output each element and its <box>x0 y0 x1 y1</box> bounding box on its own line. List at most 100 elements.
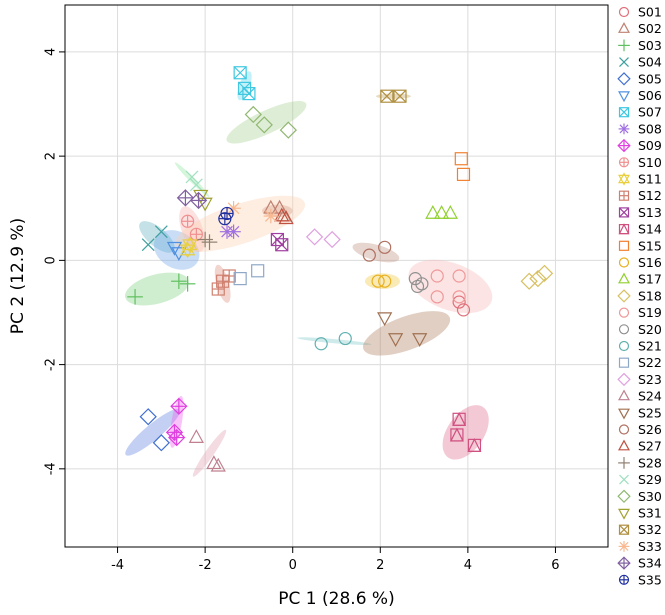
x-tick-label: 0 <box>289 558 297 573</box>
point-s12 <box>211 282 225 296</box>
x-tick-label: 4 <box>464 558 472 573</box>
legend-label: S05 <box>638 71 662 86</box>
legend-label: S18 <box>638 288 662 303</box>
x-axis-title: PC 1 (28.6 %) <box>278 589 394 609</box>
point-s03 <box>171 273 187 290</box>
legend-label: S22 <box>638 355 662 370</box>
legend-marker-s01 <box>618 6 630 18</box>
point-s32 <box>393 89 407 103</box>
legend-marker-s03 <box>618 39 630 52</box>
point-s35 <box>220 206 234 221</box>
point-s34 <box>189 191 208 210</box>
legend-label: S17 <box>638 272 662 287</box>
legend-item: S14 <box>618 222 662 237</box>
legend-marker-s08 <box>618 123 630 135</box>
y-tick-label: -4 <box>44 462 59 475</box>
point-s22 <box>251 264 265 278</box>
legend-label: S26 <box>638 422 662 437</box>
point-s34 <box>176 189 195 207</box>
legend-item: S16 <box>618 255 662 270</box>
legend-marker-s28 <box>618 457 630 469</box>
point-s01 <box>456 303 471 317</box>
point-s17 <box>425 205 441 219</box>
point-s05 <box>152 434 170 452</box>
legend-marker-s26 <box>618 424 630 435</box>
legend-item: S29 <box>619 472 662 487</box>
ellipse-s14 <box>442 405 489 460</box>
point-s04 <box>141 238 155 252</box>
legend-item: S31 <box>618 506 662 521</box>
legend-label: S34 <box>638 556 662 571</box>
legend-item: S05 <box>617 71 662 86</box>
point-s24 <box>210 457 226 472</box>
legend-marker-s21 <box>618 340 630 352</box>
ellipse-s25 <box>362 311 451 356</box>
point-s28 <box>197 231 213 248</box>
point-s22 <box>233 272 247 286</box>
legend-label: S27 <box>638 439 662 454</box>
point-s26 <box>378 240 392 254</box>
ellipse-s33 <box>175 195 306 253</box>
legend-label: S12 <box>638 188 662 203</box>
point-s18 <box>520 272 538 290</box>
point-s14 <box>449 427 464 442</box>
legend-item: S24 <box>618 389 662 404</box>
legend-marker-s02 <box>618 22 630 33</box>
legend-item: S18 <box>617 288 662 303</box>
y-tick-label: 0 <box>44 256 59 264</box>
legend-marker-s05 <box>617 72 631 86</box>
ellipse-s07 <box>237 71 252 101</box>
point-s09 <box>170 397 188 415</box>
legend-marker-s09 <box>617 138 631 153</box>
point-s27 <box>274 207 290 222</box>
y-tick-label: 4 <box>44 48 59 56</box>
legend-item: S32 <box>618 522 662 537</box>
ellipse-s19 <box>408 259 493 314</box>
legend-item: S07 <box>618 105 662 120</box>
legend-item: S12 <box>618 188 662 203</box>
legend-item: S34 <box>617 556 662 571</box>
legend-label: S28 <box>638 455 662 470</box>
legend-item: S33 <box>618 539 662 554</box>
legend-label: S11 <box>638 172 662 187</box>
legend-item: S35 <box>618 572 662 587</box>
point-s28 <box>201 234 218 250</box>
legend-label: S08 <box>638 121 662 136</box>
legend-marker-s33 <box>618 541 630 552</box>
legend-label: S32 <box>638 522 662 537</box>
legend-label: S25 <box>638 405 662 420</box>
x-tick-label: 6 <box>551 558 559 573</box>
legend-item: S27 <box>618 439 662 454</box>
point-s29 <box>189 178 203 192</box>
legend-marker-s35 <box>618 574 630 585</box>
legend-label: S19 <box>638 305 662 320</box>
point-s29 <box>185 170 199 184</box>
point-s30 <box>279 121 297 139</box>
legend-item: S02 <box>618 21 662 36</box>
point-s13 <box>275 238 289 252</box>
legend-item: S06 <box>618 88 662 103</box>
point-s19 <box>430 269 444 283</box>
legend-item: S30 <box>617 489 662 504</box>
point-s25 <box>388 333 404 347</box>
point-s19 <box>452 269 466 283</box>
point-s05 <box>139 408 157 426</box>
legend-label: S06 <box>638 88 662 103</box>
legend-label: S13 <box>638 205 662 220</box>
point-s15 <box>456 167 471 181</box>
point-s14 <box>452 411 467 426</box>
legend-marker-s20 <box>618 324 630 335</box>
y-tick-label: -2 <box>44 358 59 371</box>
legend-label: S24 <box>638 389 662 404</box>
legend-label: S01 <box>638 5 662 20</box>
grid-lines <box>65 5 608 547</box>
point-s23 <box>323 230 341 249</box>
point-s30 <box>244 105 262 124</box>
x-tick-label: -4 <box>111 558 124 573</box>
point-s07 <box>242 86 256 101</box>
legend-marker-s11 <box>618 172 630 186</box>
axes: -4 -2 0 2 4 6 -4 -2 0 2 4 <box>44 48 560 573</box>
point-s04 <box>154 225 168 239</box>
